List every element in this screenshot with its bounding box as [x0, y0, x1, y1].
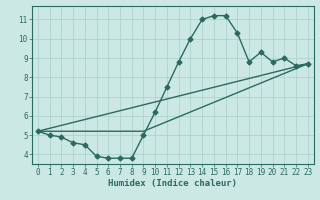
X-axis label: Humidex (Indice chaleur): Humidex (Indice chaleur) [108, 179, 237, 188]
